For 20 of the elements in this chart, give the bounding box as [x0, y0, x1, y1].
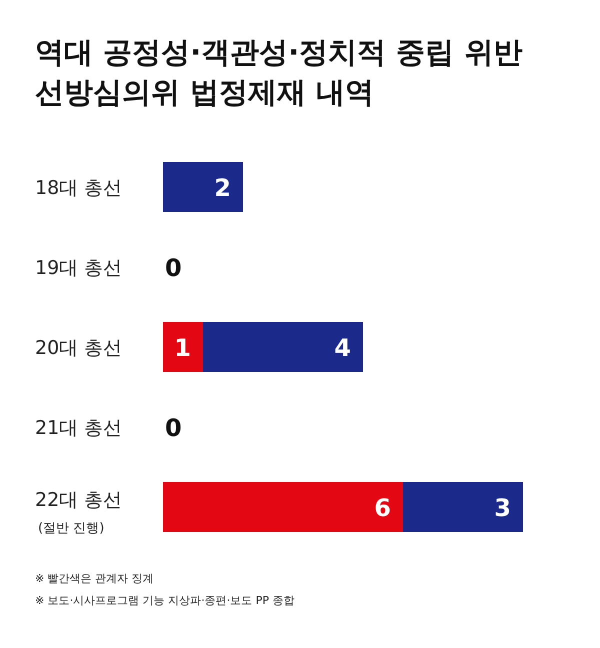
data-label: 3: [494, 494, 511, 522]
y-tick-label: 18대 총선: [35, 177, 122, 199]
y-tick-label: 22대 총선 (절반 진행): [35, 489, 122, 536]
data-label: 2: [214, 174, 231, 202]
chart-title: 역대 공정성·객관성·정치적 중립 위반 선방심의위 법정제재 내역: [35, 35, 522, 109]
bar: [163, 482, 403, 532]
data-label: 1: [174, 334, 191, 362]
data-label: 4: [334, 334, 351, 362]
bar: [163, 162, 243, 212]
text: ※ 보도·시사프로그램 기능 지상파·종편·보도 PP 종합: [35, 594, 294, 607]
data-label: 0: [165, 414, 182, 442]
y-tick-label: 19대 총선: [35, 257, 122, 279]
bar: [163, 322, 203, 372]
bar: [203, 322, 363, 372]
y-tick-label: 20대 총선: [35, 337, 122, 359]
y-tick-label: 21대 총선: [35, 417, 122, 439]
data-label: 6: [374, 494, 391, 522]
data-label: 0: [165, 254, 182, 282]
bar: [403, 482, 523, 532]
text: ※ 빨간색은 관계자 징계: [35, 572, 154, 585]
